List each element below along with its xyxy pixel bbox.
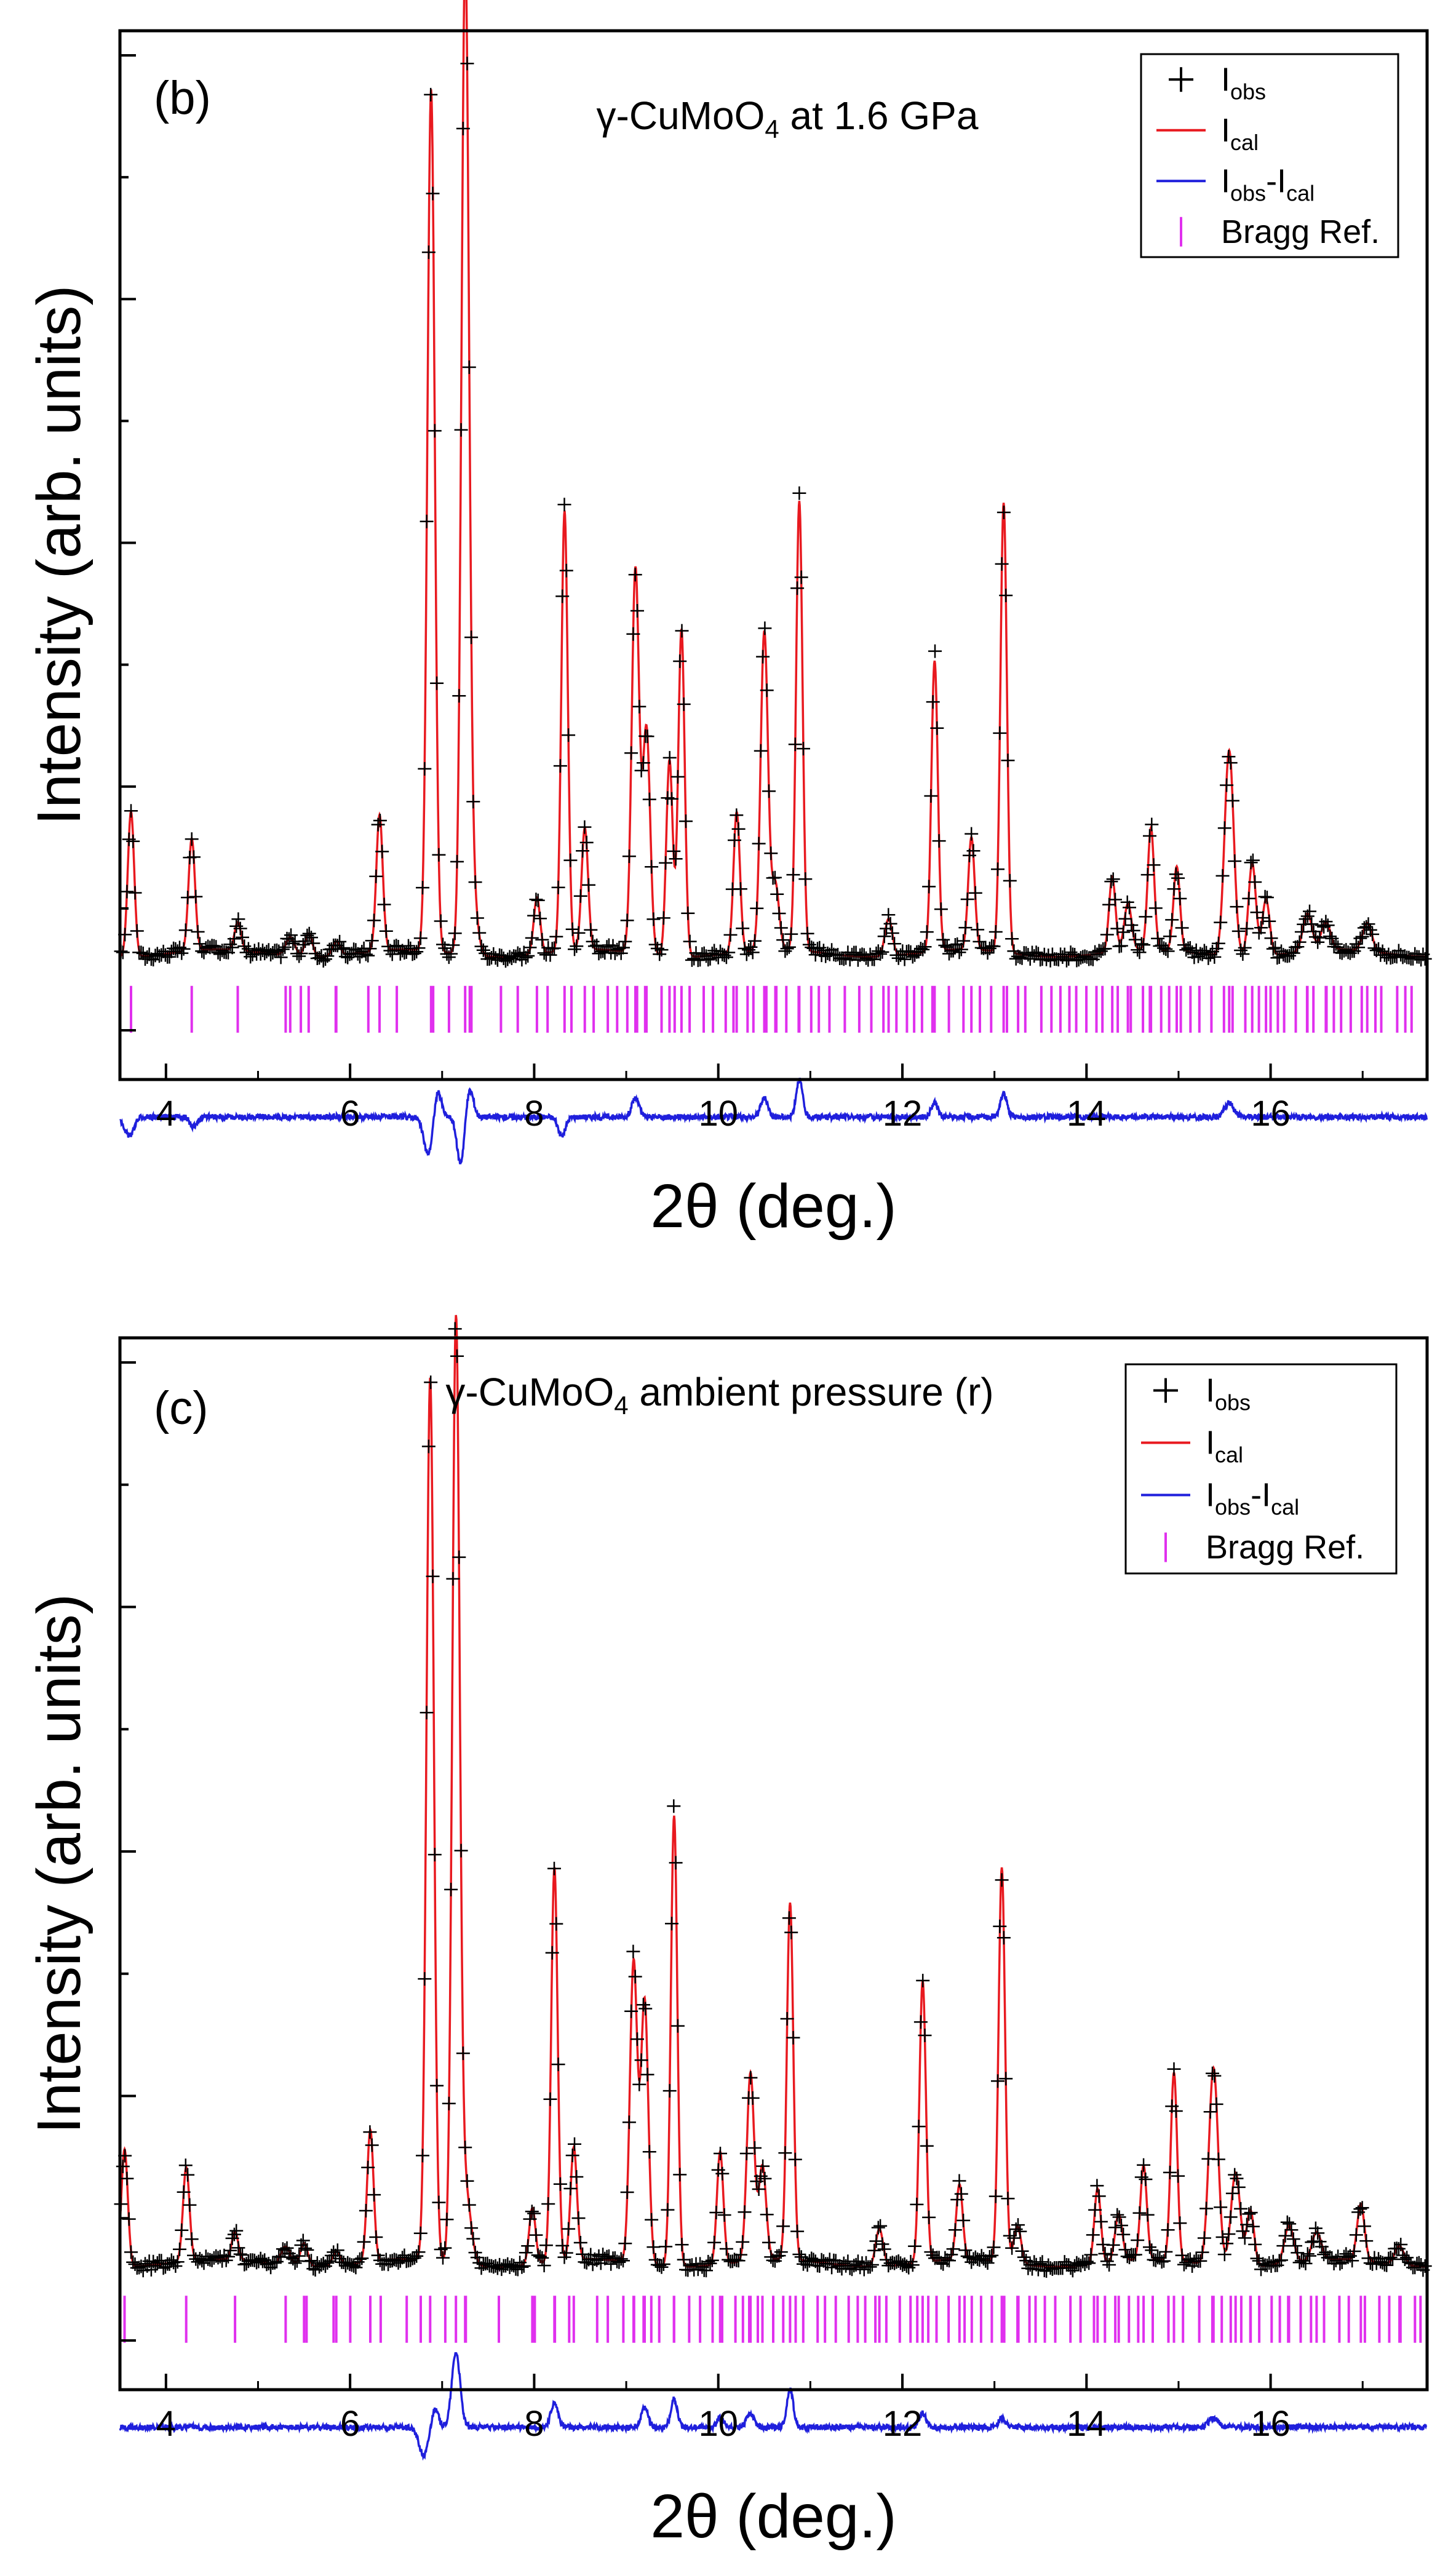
y-axis-label: Intensity (arb. units) (25, 285, 93, 825)
chart-title-suffix: at 1.6 GPa (779, 93, 979, 138)
legend-label-diff-sub: obs (1230, 180, 1266, 205)
legend-item-obs: Iobs (1153, 1372, 1251, 1415)
bragg-reflections (130, 985, 1413, 1033)
x-tick-label: 16 (1251, 1094, 1291, 1134)
chart-series (114, 0, 1432, 1165)
plot-frame (118, 29, 1429, 1081)
legend-label-obs-main: I (1206, 1372, 1215, 1409)
legend-label-diff-mid: -I (1266, 162, 1286, 199)
x-tick-label: 10 (698, 1094, 738, 1134)
x-tick-label: 6 (340, 2404, 360, 2444)
x-tick-label: 6 (340, 1094, 360, 1134)
panel-label: (c) (154, 1382, 209, 1434)
legend-label-cal-main: I (1206, 1425, 1215, 1461)
legend-label-obs-main: I (1221, 61, 1230, 98)
legend-item-cal: Ical (1156, 112, 1259, 155)
legend-swatch-obs (1169, 67, 1193, 92)
legend-label-bragg-main: Bragg Ref. (1221, 213, 1380, 250)
axis-ticks: 4 6 8 10 12 14 16 (120, 1361, 1364, 2444)
x-axis-label: 2θ (deg.) (650, 2482, 896, 2551)
legend-item-bragg: Bragg Ref. (1180, 213, 1380, 250)
legend-label-obs: Iobs (1206, 1372, 1251, 1415)
axis-ticks: 4 6 8 10 12 14 16 (120, 54, 1364, 1134)
legend-label-bragg-main: Bragg Ref. (1206, 1529, 1364, 1566)
x-tick-label: 8 (524, 2404, 544, 2444)
x-tick-label: 14 (1067, 1094, 1107, 1134)
x-tick-label: 14 (1067, 2404, 1107, 2444)
panel-label: (b) (154, 72, 211, 124)
legend-label-cal-sub: cal (1215, 1442, 1243, 1468)
series-difference-line (119, 2352, 1428, 2461)
chart-title-suffix: ambient pressure (r) (629, 1370, 994, 1414)
series-difference-line (119, 1077, 1428, 1165)
plot-frame (118, 1336, 1429, 2392)
x-tick-label: 4 (156, 1094, 176, 1134)
legend-label-diff-sub2: cal (1271, 1495, 1299, 1520)
legend-label-cal-main: I (1221, 112, 1230, 149)
bragg-tick-marks (130, 985, 1413, 1033)
legend-label-diff-mid: -I (1251, 1477, 1271, 1514)
legend-box (1124, 1363, 1398, 1575)
legend-label-cal: Ical (1206, 1425, 1243, 1468)
x-tick-label: 16 (1251, 2404, 1291, 2444)
legend-item-diff: Iobs-Ical (1141, 1477, 1299, 1520)
legend-label-diff-main: I (1221, 162, 1230, 199)
chart-title-subscript: 4 (614, 1391, 628, 1420)
legend-label-bragg: Bragg Ref. (1206, 1529, 1364, 1566)
chart-title: γ-CuMoO4 at 1.6 GPa (597, 93, 979, 143)
legend-swatch-obs (1153, 1378, 1178, 1403)
legend-label-cal: Ical (1221, 112, 1259, 155)
legend-item-bragg: Bragg Ref. (1164, 1529, 1364, 1566)
bragg-reflections (123, 2296, 1422, 2343)
legend-label-diff-sub: obs (1215, 1495, 1251, 1520)
x-tick-label: 12 (883, 1094, 923, 1134)
chart-title: γ-CuMoO4 ambient pressure (r) (445, 1370, 993, 1420)
legend-label-obs-sub: obs (1215, 1390, 1251, 1415)
legend-label-diff-sub2: cal (1286, 180, 1315, 205)
legend-box (1140, 53, 1399, 258)
chart-panel-b: 4 6 8 10 12 14 16 (b) γ-CuMoO4 at 1.6 GPa Iobs… (25, 0, 1432, 1241)
x-tick-label: 10 (698, 2404, 738, 2444)
chart-title-prefix: γ-CuMoO (445, 1370, 614, 1414)
legend-item-diff: Iobs-Ical (1156, 162, 1315, 205)
legend: Iobs Ical Iobs-Ical Bragg Ref. (1124, 1363, 1398, 1575)
legend-label-obs: Iobs (1221, 61, 1266, 104)
chart-title-prefix: γ-CuMoO (597, 93, 765, 138)
chart-panel-c: 4 6 8 10 12 14 16 (c) γ-CuMoO4 ambient pressur… (25, 1314, 1432, 2551)
x-tick-label: 8 (524, 1094, 544, 1134)
x-axis-label: 2θ (deg.) (650, 1172, 896, 1241)
legend-item-obs: Iobs (1169, 61, 1266, 104)
chart-title-subscript: 4 (765, 114, 779, 143)
legend-label-bragg: Bragg Ref. (1221, 213, 1380, 250)
legend-label-diff: Iobs-Ical (1221, 162, 1315, 205)
legend-item-cal: Ical (1141, 1425, 1243, 1468)
legend-label-obs-sub: obs (1230, 79, 1266, 104)
y-axis-label: Intensity (arb. units) (25, 1594, 93, 2134)
legend-label-cal-sub: cal (1230, 130, 1259, 155)
x-tick-label: 4 (156, 2404, 176, 2444)
legend-label-diff-main: I (1206, 1477, 1215, 1514)
legend-label-diff: Iobs-Ical (1206, 1477, 1299, 1520)
x-tick-label: 12 (883, 2404, 923, 2444)
legend: Iobs Ical Iobs-Ical Bragg Ref. (1140, 53, 1399, 258)
bragg-tick-marks (123, 2296, 1422, 2343)
